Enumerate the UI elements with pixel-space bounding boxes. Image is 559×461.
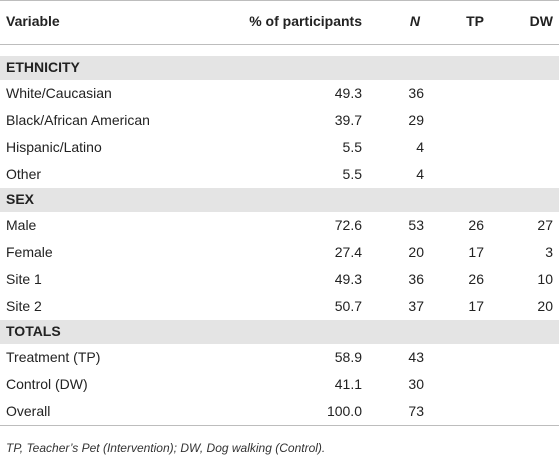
bottom-rule	[0, 425, 559, 426]
footnote: TP, Teacher’s Pet (Intervention); DW, Do…	[6, 441, 326, 455]
row-label: White/Caucasian	[6, 85, 112, 101]
row-label: Black/African American	[6, 112, 150, 128]
cell-value: 26	[468, 217, 484, 233]
row-label: Treatment (TP)	[6, 349, 101, 365]
column-header: Variable	[6, 13, 60, 29]
cell-value: 4	[416, 166, 424, 182]
column-header: N	[409, 13, 420, 29]
column-header: % of participants	[249, 13, 362, 29]
cell-value: 10	[537, 271, 553, 287]
cell-value: 49.3	[334, 271, 362, 287]
cell-value: 39.7	[334, 112, 362, 128]
cell-value: 29	[408, 112, 424, 128]
row-label: Other	[6, 166, 42, 182]
cell-value: 37	[408, 298, 424, 314]
section-band	[0, 56, 559, 80]
row-label: Site 1	[6, 271, 42, 287]
cell-value: 17	[468, 244, 484, 260]
cell-value: 20	[408, 244, 424, 260]
cell-value: 36	[408, 85, 424, 101]
cell-value: 17	[468, 298, 484, 314]
cell-value: 27	[537, 217, 553, 233]
row-label: Male	[6, 217, 37, 233]
cell-value: 43	[408, 349, 424, 365]
cell-value: 20	[537, 298, 553, 314]
cell-value: 50.7	[334, 298, 362, 314]
cell-value: 27.4	[334, 244, 362, 260]
cell-value: 5.5	[342, 139, 362, 155]
row-label: Control (DW)	[6, 376, 88, 392]
cell-value: 73	[408, 403, 424, 419]
cell-value: 4	[416, 139, 424, 155]
cell-value: 72.6	[334, 217, 362, 233]
cell-value: 30	[408, 376, 424, 392]
section-band	[0, 188, 559, 212]
cell-value: 58.9	[334, 349, 362, 365]
cell-value: 36	[408, 271, 424, 287]
section-title: TOTALS	[6, 323, 61, 339]
cell-value: 53	[408, 217, 424, 233]
section-title: SEX	[6, 191, 35, 207]
top-rule	[0, 0, 559, 1]
cell-value: 49.3	[334, 85, 362, 101]
row-label: Site 2	[6, 298, 42, 314]
cell-value: 100.0	[326, 403, 362, 419]
row-label: Female	[6, 244, 53, 260]
cell-value: 41.1	[334, 376, 362, 392]
cell-value: 5.5	[342, 166, 362, 182]
cell-value: 3	[545, 244, 553, 260]
row-label: Hispanic/Latino	[6, 139, 102, 155]
section-band	[0, 320, 559, 344]
column-header: DW	[529, 13, 553, 29]
cell-value: 26	[468, 271, 484, 287]
section-title: ETHNICITY	[6, 59, 80, 75]
row-label: Overall	[6, 403, 51, 419]
header-rule	[0, 44, 559, 45]
column-header: TP	[466, 13, 484, 29]
